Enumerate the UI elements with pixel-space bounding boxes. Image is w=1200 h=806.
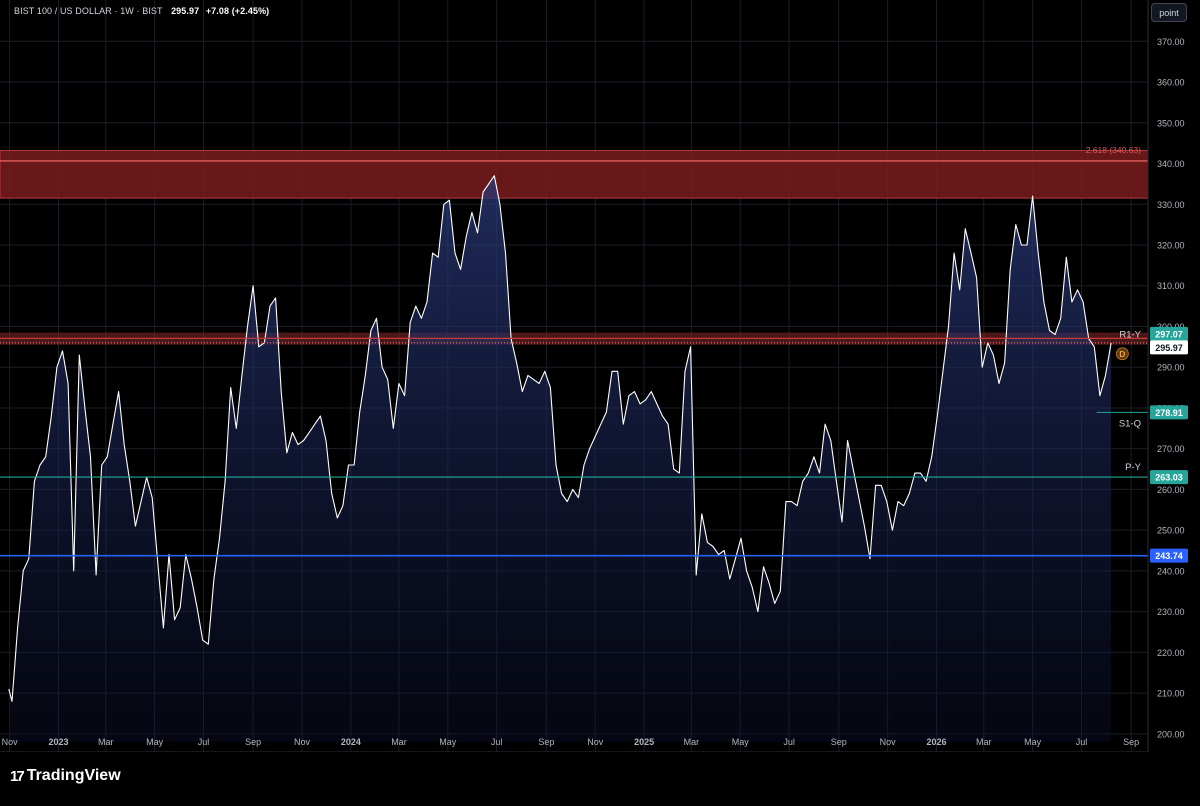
x-tick-label: Jul <box>783 737 795 747</box>
x-tick-label: 2023 <box>48 737 68 747</box>
tradingview-logo-icon: 17 <box>10 767 25 785</box>
y-tick-label: 260.00 <box>1157 485 1185 495</box>
y-tick-label: 200.00 <box>1157 729 1185 739</box>
y-tick-label: 240.00 <box>1157 566 1185 576</box>
area-layer <box>8 175 1112 742</box>
x-tick-label: Jul <box>198 737 210 747</box>
y-axis[interactable]: 200.00 210.00 220.00 230.00 240.00 250.00 260.… <box>1147 0 1200 752</box>
tradingview-logo[interactable]: 17 TradingView <box>10 767 121 785</box>
footer <box>0 752 1200 801</box>
last-price: 295.97 <box>171 6 200 16</box>
dividend-marker-label: D <box>1119 349 1125 359</box>
zones <box>0 149 1149 345</box>
levels: 2.618 (340.63) R1-Y S1-Q P-Y D <box>0 145 1148 557</box>
last-price-badge-text: 295.97 <box>1155 343 1183 353</box>
x-tick-label: Mar <box>98 737 114 747</box>
x-tick-label: 2026 <box>926 737 946 747</box>
y-tick-label: 210.00 <box>1157 689 1185 699</box>
x-tick-label: Sep <box>831 737 847 747</box>
price-change: +7.08 (+2.45%) <box>205 6 270 16</box>
x-tick-label: May <box>439 737 457 747</box>
y-tick-label: 290.00 <box>1157 363 1185 373</box>
r1-y-label: R1-Y <box>1119 329 1141 340</box>
support-badge-text: 243.74 <box>1155 551 1183 561</box>
price-badges: 297.07 295.97 278.91 263.03 243.74 <box>1150 326 1188 563</box>
p-y-label: P-Y <box>1125 462 1142 473</box>
x-tick-label: Mar <box>976 737 992 747</box>
s1-q-badge <box>1150 405 1188 420</box>
x-tick-label: Nov <box>2 737 19 747</box>
y-tick-label: 230.00 <box>1157 607 1185 617</box>
x-tick-label: Mar <box>391 737 407 747</box>
y-axis-background <box>1148 0 1200 752</box>
x-tick-label: 2024 <box>341 737 361 747</box>
x-tick-label: Jul <box>1076 737 1088 747</box>
s1-q-label: S1-Q <box>1119 418 1141 429</box>
y-tick-label: 310.00 <box>1157 281 1185 291</box>
exchange: BIST <box>142 6 163 16</box>
y-tick-label: 330.00 <box>1157 200 1185 210</box>
x-tick-label: Nov <box>294 737 311 747</box>
brand-name: TradingView <box>26 767 121 784</box>
separator: · <box>114 6 121 16</box>
p-y-badge-text: 263.03 <box>1155 473 1183 483</box>
s1-q-badge-text: 278.91 <box>1155 408 1183 418</box>
price-area-fill <box>8 175 1112 742</box>
y-tick-label: 340.00 <box>1157 159 1185 169</box>
x-tick-label: May <box>146 737 164 747</box>
y-tick-label: 350.00 <box>1157 118 1185 128</box>
chart-header: BIST 100 / US DOLLAR · 1W · BIST 295.97 … <box>14 6 269 16</box>
r1-y-badge-text: 297.07 <box>1155 329 1183 339</box>
scale-mode-button[interactable]: point <box>1151 3 1187 22</box>
y-tick-label: 270.00 <box>1157 444 1185 454</box>
x-tick-label: May <box>732 737 750 747</box>
x-tick-label: Nov <box>880 737 897 747</box>
last-price-badge <box>1150 340 1188 355</box>
x-tick-label: 2025 <box>634 737 654 747</box>
y-tick-label: 250.00 <box>1157 526 1185 536</box>
y-tick-label: 360.00 <box>1157 78 1185 88</box>
dividend-marker <box>1115 347 1129 361</box>
interval[interactable]: 1W <box>120 6 134 16</box>
r1-y-badge <box>1150 326 1188 341</box>
y-tick-label: 320.00 <box>1157 240 1185 250</box>
x-tick-label: May <box>1024 737 1042 747</box>
fib-2618-label: 2.618 (340.63) <box>1086 145 1141 155</box>
symbol-name[interactable]: BIST 100 / US DOLLAR <box>14 6 112 16</box>
y-tick-label: 220.00 <box>1157 648 1185 658</box>
y-tick-label: 370.00 <box>1157 37 1185 47</box>
x-tick-label: Sep <box>1123 737 1139 747</box>
x-tick-label: Mar <box>684 737 700 747</box>
x-tick-label: Sep <box>538 737 554 747</box>
support-badge <box>1150 548 1188 563</box>
separator: · <box>136 6 143 16</box>
p-y-badge <box>1150 470 1188 485</box>
resistance-zone <box>0 149 1149 199</box>
x-tick-label: Jul <box>491 737 503 747</box>
x-tick-label: Nov <box>587 737 604 747</box>
x-tick-label: Sep <box>245 737 261 747</box>
